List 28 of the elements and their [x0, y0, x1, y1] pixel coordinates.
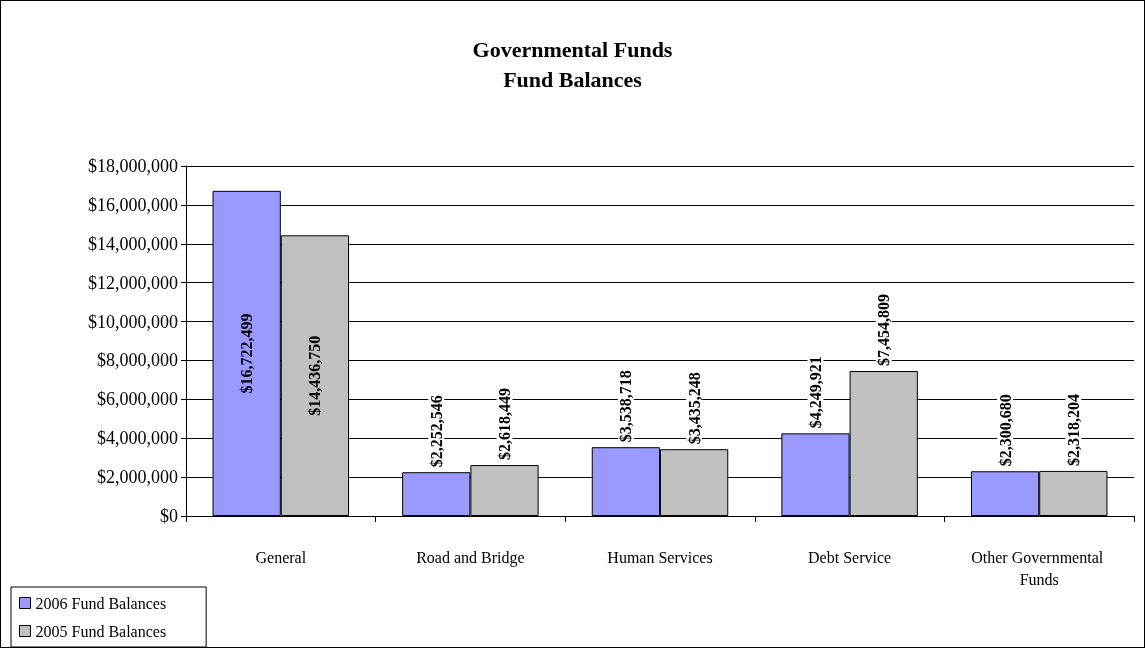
y-tick-label: $14,000,000: [88, 233, 178, 254]
y-tick-label: $4,000,000: [97, 428, 178, 449]
data-label: $14,436,750: [306, 335, 324, 416]
data-label: $2,318,204: [1064, 393, 1082, 466]
data-label: $2,252,546: [427, 395, 445, 468]
data-label: $2,300,680: [996, 394, 1014, 467]
y-tick-label: $2,000,000: [97, 467, 178, 488]
legend-label: 2006 Fund Balances: [35, 594, 167, 612]
x-tick-label: Debt Service: [808, 548, 892, 566]
chart-title: Governmental Funds Fund Balances: [472, 36, 673, 92]
y-tick-label: $10,000,000: [88, 311, 178, 332]
data-label: $3,435,248: [685, 372, 703, 445]
data-label: $3,538,718: [617, 370, 635, 443]
data-label: $16,722,499: [238, 313, 256, 394]
y-tick-label: $12,000,000: [88, 272, 178, 293]
legend-label: 2005 Fund Balances: [35, 622, 167, 640]
x-tick-label: Road and Bridge: [416, 548, 525, 567]
y-tick-label: $6,000,000: [97, 389, 178, 410]
y-tick-label: $8,000,000: [97, 350, 178, 371]
y-tick-label: $18,000,000: [88, 156, 178, 176]
x-tick-label: Human Services: [607, 548, 713, 566]
data-label: $4,249,921: [806, 356, 824, 429]
data-label: $7,454,809: [875, 294, 893, 367]
x-tick-label: Other Governmental Funds: [971, 548, 1108, 588]
y-tick-label: $0: [160, 506, 178, 526]
y-tick-label: $16,000,000: [88, 194, 178, 215]
x-tick-label: General: [255, 548, 307, 566]
data-label: $2,618,449: [496, 388, 514, 461]
